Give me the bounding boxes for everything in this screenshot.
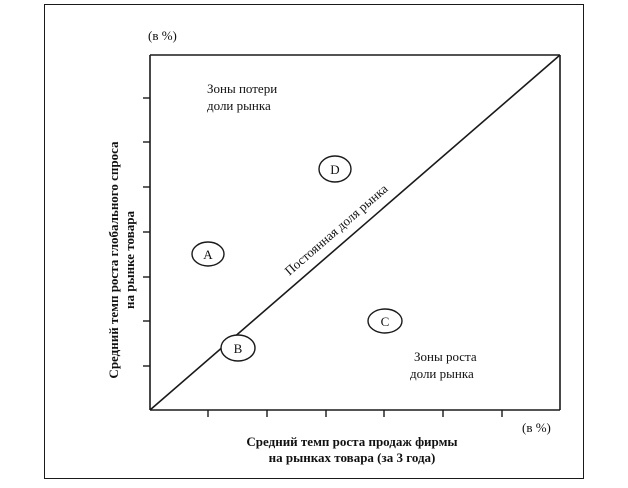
point-c: C xyxy=(367,308,403,334)
point-a: A xyxy=(191,241,225,267)
point-b-label: B xyxy=(234,341,243,356)
constant-share-diagonal xyxy=(149,54,561,411)
zone-growth-line2: доли рынка xyxy=(410,366,474,381)
point-b: B xyxy=(220,334,256,362)
y-axis-ticks xyxy=(143,97,150,367)
zone-loss-line1: Зоны потери xyxy=(207,81,277,96)
zone-growth-line1: Зоны роста xyxy=(414,349,477,364)
x-axis-ticks xyxy=(207,410,503,417)
point-d: D xyxy=(318,155,352,183)
x-axis-title-line2: на рынках товара (за 3 года) xyxy=(269,450,436,465)
point-a-label: A xyxy=(203,247,213,262)
x-axis-title-line1: Средний темп роста продаж фирмы xyxy=(246,434,457,449)
diagonal-label: Постоянная доля рынка xyxy=(281,181,390,279)
figure-frame xyxy=(44,4,584,479)
point-c-circle xyxy=(367,308,403,334)
point-a-circle xyxy=(191,241,225,267)
zone-loss-line2: доли рынка xyxy=(207,98,271,113)
point-d-circle xyxy=(318,155,352,183)
point-b-circle xyxy=(220,334,256,362)
y-axis-title-line1: Средний темп роста глобального спроса xyxy=(106,141,121,379)
y-axis-title-line2: на рынке товара xyxy=(122,211,137,309)
x-unit-label: (в %) xyxy=(522,420,551,435)
point-c-label: C xyxy=(381,314,390,329)
y-unit-label: (в %) xyxy=(148,28,177,43)
point-d-label: D xyxy=(330,162,339,177)
